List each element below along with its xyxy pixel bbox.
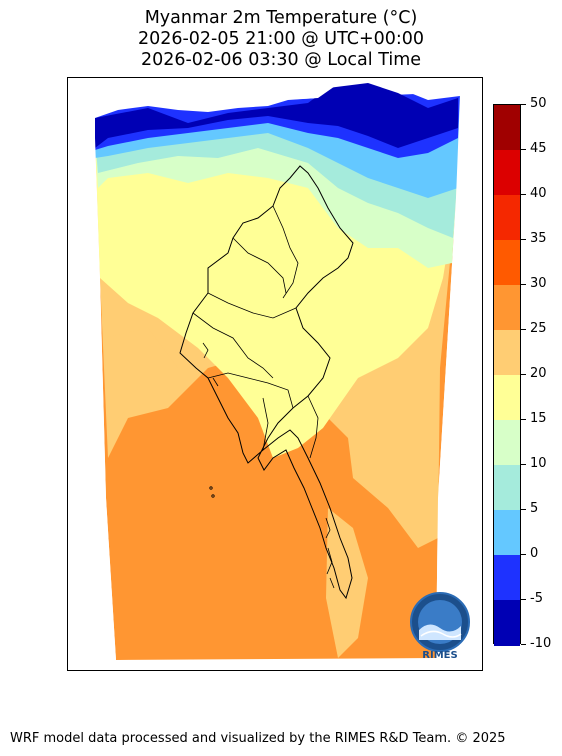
colorbar-tick <box>521 599 526 600</box>
title-line-3: 2026-02-06 03:30 @ Local Time <box>140 50 422 70</box>
colorbar-tick <box>521 464 526 465</box>
colorbar-tick-label: -5 <box>530 591 543 606</box>
colorbar-tick-label: 0 <box>530 546 539 561</box>
colorbar-tick <box>521 284 526 285</box>
colorbar-segment <box>494 420 520 466</box>
colorbar-tick <box>521 239 526 240</box>
colorbar-segment <box>494 465 520 511</box>
colorbar-segment <box>494 240 520 286</box>
colorbar-segment <box>494 510 520 556</box>
colorbar-tick-label: 20 <box>530 366 547 381</box>
colorbar-tick <box>521 149 526 150</box>
outside-domain-left <box>68 78 116 670</box>
colorbar-segment <box>494 330 520 376</box>
colorbar-tick <box>521 194 526 195</box>
state-boundaries <box>192 205 319 459</box>
colorbar-tick-label: 25 <box>530 321 547 336</box>
colorbar <box>493 104 521 646</box>
colorbar-tick <box>521 509 526 510</box>
colorbar-tick <box>521 419 526 420</box>
colorbar-tick-label: 10 <box>530 456 547 471</box>
rimes-logo-icon: RIMES <box>410 592 470 661</box>
colorbar-tick <box>521 329 526 330</box>
colorbar-tick-label: 5 <box>530 501 539 516</box>
colorbar-tick <box>521 374 526 375</box>
temperature-map <box>68 78 482 670</box>
colorbar-segment <box>494 150 520 196</box>
outside-domain-right <box>436 78 482 670</box>
chart-title: Myanmar 2m Temperature (°C) 2026-02-05 2… <box>0 8 562 71</box>
band-20-25-south <box>326 508 368 658</box>
colorbar-tick-label: -10 <box>530 636 552 651</box>
colorbar-segment <box>494 105 520 151</box>
colorbar-segment <box>494 600 520 646</box>
band-20-25-west <box>104 328 178 428</box>
title-line-2: 2026-02-05 21:00 @ UTC+00:00 <box>137 29 425 49</box>
colorbar-tick-label: 50 <box>530 96 547 111</box>
colorbar-tick-label: 30 <box>530 276 547 291</box>
colorbar-tick <box>521 554 526 555</box>
colorbar-segment <box>494 555 520 601</box>
colorbar-segment <box>494 195 520 241</box>
band-minus10-minus5 <box>95 83 458 148</box>
islands <box>202 342 335 589</box>
colorbar-tick-label: 40 <box>530 186 547 201</box>
colorbar-tick <box>521 104 526 105</box>
colorbar-segment <box>494 285 520 331</box>
logo-text: RIMES <box>422 650 457 661</box>
colorbar-tick-label: 45 <box>530 141 547 156</box>
title-line-1: Myanmar 2m Temperature (°C) <box>144 8 418 28</box>
outside-domain-top <box>68 78 482 118</box>
colorbar-tick-label: 15 <box>530 411 547 426</box>
colorbar-tick <box>521 644 526 645</box>
colorbar-tick-label: 35 <box>530 231 547 246</box>
footer-credit: WRF model data processed and visualized … <box>10 731 506 746</box>
map-panel <box>67 77 483 671</box>
outside-domain-bottom <box>68 660 482 670</box>
colorbar-segment <box>494 375 520 421</box>
